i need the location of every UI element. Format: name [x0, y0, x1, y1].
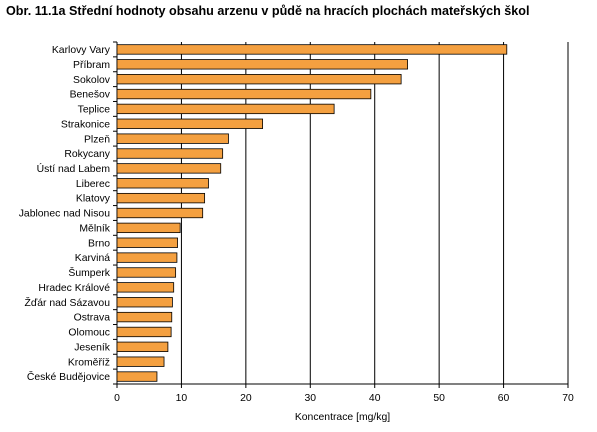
category-label: Rokycany	[64, 149, 110, 160]
bar	[116, 356, 165, 367]
category-label: Jeseník	[74, 342, 111, 353]
bar	[116, 103, 335, 115]
x-tick-label: 30	[305, 393, 317, 404]
category-label: Benešov	[70, 90, 111, 101]
bar	[116, 267, 177, 278]
bar	[116, 297, 173, 308]
category-label: Šumperk	[68, 266, 110, 279]
category-label: Ostrava	[74, 313, 111, 324]
x-axis-label: Koncentrace [mg/kg]	[295, 412, 390, 423]
x-tick-label: 40	[369, 393, 381, 404]
bar	[116, 178, 209, 189]
category-label: Kroměříž	[68, 357, 110, 368]
category-label: Příbram	[73, 60, 110, 71]
category-label: Olomouc	[68, 328, 110, 339]
category-label: Sokolov	[73, 75, 111, 86]
bars	[116, 44, 508, 382]
bar	[116, 252, 178, 263]
category-label: Brno	[88, 238, 110, 249]
category-label: Jablonec nad Nisou	[19, 209, 110, 220]
category-label: Mělník	[79, 223, 110, 234]
x-tick-labels: 0 10 20 30 40 50 60 70	[114, 393, 574, 404]
category-label: Teplice	[78, 105, 111, 116]
category-label: Liberec	[76, 179, 110, 190]
category-label: Žďár nad Sázavou	[24, 296, 110, 309]
bar	[116, 222, 181, 234]
bar	[116, 44, 508, 55]
x-tick-label: 50	[433, 393, 445, 404]
x-tick-label: 60	[498, 393, 510, 404]
bar	[116, 311, 173, 323]
category-label: Karlovy Vary	[52, 45, 111, 56]
category-label: Ústí nad Labem	[37, 162, 110, 175]
bar	[116, 133, 229, 144]
chart-title: Obr. 11.1a Střední hodnoty obsahu arzenu…	[6, 4, 530, 18]
bar	[116, 207, 204, 219]
bar	[116, 118, 264, 129]
category-label: Klatovy	[76, 194, 111, 205]
x-tick-label: 70	[562, 393, 574, 404]
bar	[116, 237, 178, 248]
bar	[116, 282, 175, 293]
bar	[116, 74, 402, 85]
category-label: České Budějovice	[27, 370, 110, 383]
x-tick-label: 20	[240, 393, 252, 404]
bar	[116, 326, 172, 338]
category-label: Strakonice	[61, 119, 110, 130]
bar	[116, 88, 372, 100]
x-tick-label: 10	[176, 393, 188, 404]
bar	[116, 192, 206, 204]
category-label: Plzeň	[84, 134, 110, 145]
category-label: Hradec Králové	[38, 283, 110, 294]
category-label: Karviná	[75, 253, 110, 264]
bar	[116, 371, 158, 382]
category-labels: Karlovy Vary Příbram Sokolov Benešov Teplice…	[19, 45, 111, 383]
bar	[116, 163, 222, 174]
bar	[116, 148, 224, 159]
bar	[116, 341, 169, 352]
x-tick-label: 0	[114, 393, 120, 404]
bar	[116, 59, 408, 70]
